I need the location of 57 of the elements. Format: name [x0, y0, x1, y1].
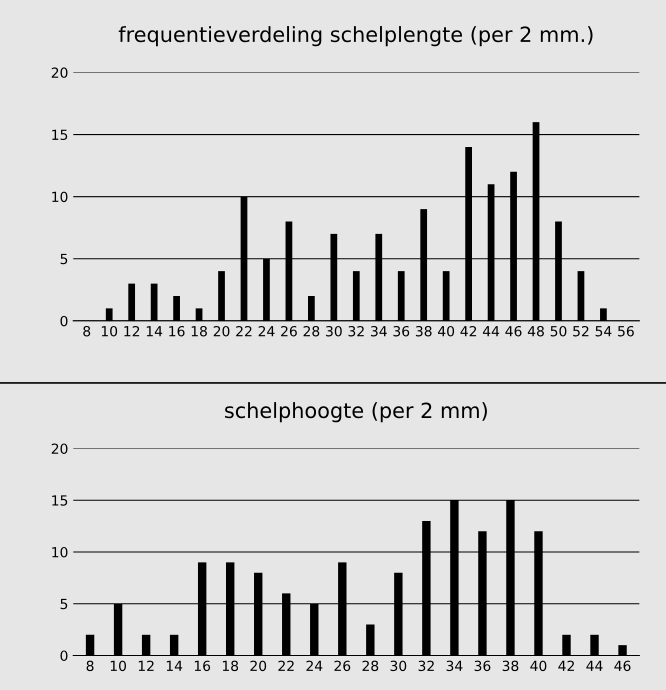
- x-tick-label: 20: [214, 326, 230, 336]
- x-tick-label: 26: [281, 326, 297, 336]
- x-tick-label: 30: [326, 326, 342, 336]
- x-tick-label: 38: [502, 660, 518, 672]
- x-tick-label: 24: [306, 660, 322, 671]
- x-tick-label: 36: [393, 326, 410, 336]
- x-tick-label: 44: [586, 660, 603, 671]
- y-tick-label: 0: [60, 316, 68, 326]
- x-tick-label: 24: [258, 326, 275, 336]
- y-tick-label: 0: [60, 650, 68, 661]
- x-tick-label: 44: [482, 326, 500, 336]
- x-tick-label: 10: [110, 660, 126, 672]
- x-tick-label: 18: [222, 660, 238, 672]
- y-tick-label: 10: [52, 546, 68, 558]
- y-tick-label: 20: [52, 67, 68, 78]
- x-tick-label: 14: [166, 660, 182, 671]
- x-tick-label: 12: [138, 660, 154, 671]
- x-tick-label: 42: [460, 326, 476, 336]
- x-tick-label: 42: [558, 660, 574, 671]
- x-tick-label: 28: [362, 660, 378, 672]
- x-tick-label: 28: [304, 326, 320, 336]
- x-tick-label: 8: [86, 660, 94, 672]
- y-tick-label: 5: [60, 254, 68, 264]
- x-tick-label: 36: [474, 660, 490, 672]
- x-tick-label: 10: [102, 326, 118, 336]
- y-tick-label: 20: [52, 443, 68, 454]
- x-tick-label: 22: [278, 660, 294, 671]
- x-tick-label: 18: [192, 326, 207, 336]
- x-tick-label: 34: [370, 326, 387, 336]
- x-tick-label: 52: [573, 326, 588, 336]
- x-tick-label: 32: [418, 660, 434, 672]
- chart-title: frequentieverdeling schelplengte (per 2 mm.): [118, 26, 593, 46]
- x-tick-label: 30: [390, 660, 406, 672]
- x-tick-label: 16: [169, 326, 185, 336]
- x-tick-label: 46: [614, 660, 631, 672]
- y-tick-label: 5: [60, 598, 68, 610]
- x-tick-label: 16: [194, 660, 210, 672]
- x-tick-label: 54: [596, 326, 612, 336]
- y-tick-label: 15: [52, 495, 68, 506]
- x-tick-label: 12: [124, 326, 140, 336]
- x-tick-label: 32: [348, 326, 364, 336]
- x-tick-label: 48: [528, 326, 544, 336]
- x-tick-label: 50: [550, 326, 566, 336]
- x-tick-label: 46: [505, 326, 522, 336]
- x-tick-label: 26: [334, 660, 350, 672]
- x-tick-label: 56: [618, 326, 634, 336]
- x-tick-label: 38: [416, 326, 432, 336]
- x-tick-label: 40: [438, 326, 454, 336]
- x-tick-label: 8: [83, 326, 90, 336]
- x-tick-label: 20: [250, 660, 266, 672]
- x-tick-label: 40: [530, 660, 546, 672]
- x-tick-label: 34: [446, 660, 462, 672]
- x-tick-label: 22: [236, 326, 252, 336]
- y-tick-label: 15: [52, 130, 68, 140]
- x-tick-label: 14: [146, 326, 162, 336]
- chart-title: schelphoogte (per 2 mm): [225, 402, 487, 422]
- y-tick-label: 10: [52, 192, 68, 202]
